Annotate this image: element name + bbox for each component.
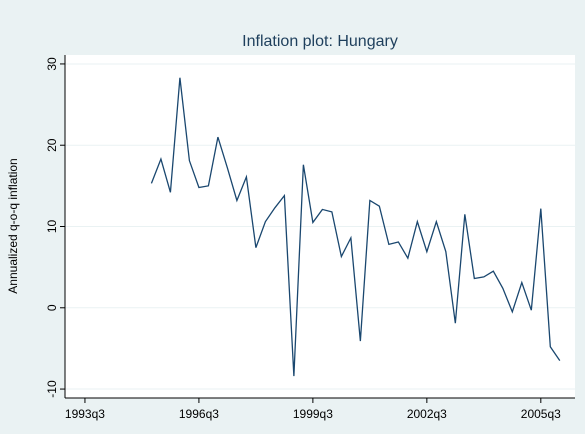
chart-title: Inflation plot: Hungary (242, 33, 398, 50)
y-tick-label: 0 (45, 304, 59, 311)
x-tick-label: 2005q3 (521, 407, 561, 421)
y-axis-title: Annualized q-o-q inflation (6, 158, 20, 293)
x-tick-label: 1996q3 (179, 407, 219, 421)
y-tick-label: 20 (45, 138, 59, 152)
y-tick-label: 10 (45, 220, 59, 234)
x-tick-label: 2002q3 (407, 407, 447, 421)
y-tick-label: -10 (45, 380, 59, 398)
line (150, 77, 561, 377)
x-tick-label: 1993q3 (65, 407, 105, 421)
x-tick-label: 1999q3 (293, 407, 333, 421)
y-tick-label: 30 (45, 57, 59, 71)
